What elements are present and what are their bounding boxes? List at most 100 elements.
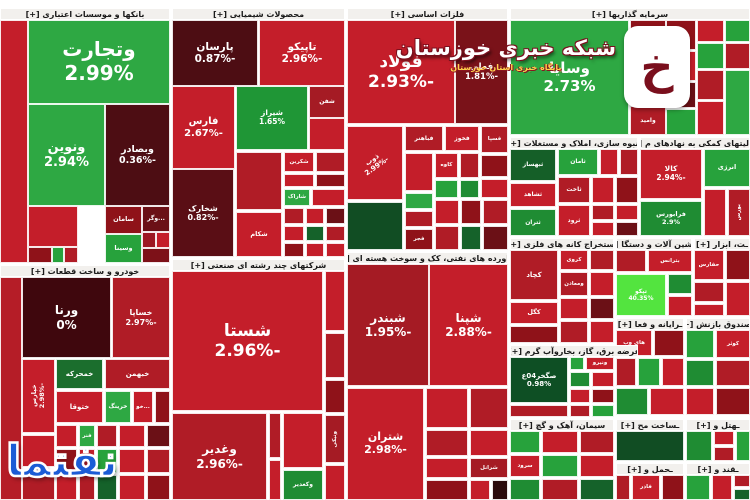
tile[interactable]: [542, 479, 578, 500]
tile[interactable]: [592, 389, 614, 403]
tile[interactable]: [316, 174, 345, 187]
tile-ذوب[interactable]: ذوب -2.99%: [347, 126, 403, 200]
tile-بترانس[interactable]: بترانس: [648, 250, 692, 272]
tile[interactable]: [716, 360, 750, 386]
tile[interactable]: [590, 250, 614, 270]
tile[interactable]: [97, 475, 117, 500]
tile[interactable]: [716, 388, 750, 415]
tile-ونوین[interactable]: ونوین 2.94%: [28, 104, 105, 206]
tile[interactable]: [481, 155, 508, 177]
tile-خبهمن[interactable]: خبهمن: [105, 359, 170, 389]
tile[interactable]: [22, 435, 55, 467]
tile-وامید[interactable]: وامید: [630, 106, 666, 135]
tile[interactable]: [492, 480, 508, 500]
tile[interactable]: [306, 243, 324, 257]
tile[interactable]: [426, 480, 468, 500]
tile[interactable]: [0, 277, 22, 500]
tile[interactable]: [668, 296, 692, 316]
tile-وخارزم[interactable]: وخارزم: [630, 78, 666, 106]
sector-header-18[interactable]: ـحمل و [+]: [616, 463, 684, 475]
tile[interactable]: [570, 357, 584, 370]
tile-کچاد[interactable]: کچاد: [510, 250, 558, 300]
tile[interactable]: [616, 222, 638, 236]
tile[interactable]: [325, 380, 345, 413]
tile[interactable]: [426, 430, 468, 456]
tile-فارس[interactable]: فارس -2.67%: [172, 86, 235, 169]
tile[interactable]: [326, 243, 345, 257]
tile-شیراز[interactable]: شیراز 1.65%: [236, 86, 308, 150]
tile-ورنا[interactable]: ورنا 0%: [22, 277, 111, 358]
tile[interactable]: [309, 118, 345, 150]
tile-انرژی[interactable]: انرژی: [704, 149, 750, 187]
tile[interactable]: [570, 405, 590, 417]
tile-وکغدیر[interactable]: وکغدیر: [283, 470, 323, 500]
tile[interactable]: [694, 304, 724, 316]
tile-شرانل[interactable]: شرانل: [470, 458, 508, 478]
tile-خمحرکه[interactable]: خمحرکه: [56, 359, 103, 389]
tile[interactable]: [616, 388, 648, 415]
tile-سرود[interactable]: سرود: [510, 455, 540, 477]
tile-ومعادن[interactable]: ومعادن: [560, 272, 588, 296]
tile[interactable]: [306, 226, 324, 241]
sector-header-2[interactable]: محصولات شیمیایی [+]: [172, 8, 345, 20]
tile-...وگر[interactable]: ...وگر: [142, 206, 170, 232]
tile[interactable]: [668, 274, 692, 294]
tile[interactable]: [461, 226, 481, 250]
tile[interactable]: [592, 372, 614, 387]
sector-header-17[interactable]: ـهتل و [+]: [686, 419, 750, 431]
tile-تاپیکو[interactable]: تاپیکو -2.96%: [259, 20, 345, 86]
tile[interactable]: [714, 431, 734, 445]
tile[interactable]: [714, 447, 734, 461]
tile-فولاد[interactable]: فولاد -2.93%: [347, 20, 455, 124]
sector-header-10[interactable]: ـماشین آلات و دستگا [+]: [616, 238, 692, 250]
tile[interactable]: [470, 388, 508, 428]
tile[interactable]: [734, 475, 750, 487]
tile[interactable]: [712, 475, 732, 500]
tile[interactable]: [284, 243, 304, 257]
tile[interactable]: [269, 460, 281, 500]
tile[interactable]: [510, 405, 568, 417]
tile[interactable]: [704, 189, 726, 236]
tile-شبندر[interactable]: شبندر -1.95%: [347, 264, 429, 386]
tile[interactable]: [28, 206, 78, 247]
tile-خپارس[interactable]: خپارس -2.98%: [22, 359, 55, 433]
tile-سامان[interactable]: سامان: [105, 206, 142, 234]
tile[interactable]: [697, 101, 724, 135]
tile[interactable]: [725, 70, 750, 135]
tile[interactable]: [697, 20, 724, 42]
tile[interactable]: [460, 153, 479, 178]
tile[interactable]: [147, 425, 170, 447]
tile[interactable]: [0, 20, 28, 263]
tile[interactable]: [510, 326, 558, 343]
sector-header-9[interactable]: استخراج کانه های فلزی [+]: [510, 238, 614, 250]
sector-header-7[interactable]: انبوه سازی، املاک و مستغلات [+]: [510, 137, 638, 149]
sector-header-14[interactable]: عرضه برق، گاز، بخاروآب گرم [+]: [510, 345, 638, 357]
tile[interactable]: [460, 180, 479, 198]
tile-وسایا[interactable]: وسایا 2.73%: [510, 20, 629, 135]
tile[interactable]: [590, 321, 614, 343]
sector-header-3[interactable]: شرکتهای چند رشته ای صنعتی [+]: [172, 259, 345, 271]
tile[interactable]: [79, 449, 95, 473]
tile-شکام[interactable]: شکام: [236, 212, 282, 257]
tile[interactable]: [726, 250, 750, 280]
tile-کاوه[interactable]: کاوه: [435, 153, 458, 178]
tile-ثتران[interactable]: ثتران: [510, 209, 556, 236]
tile[interactable]: [697, 70, 724, 100]
tile[interactable]: [283, 413, 323, 468]
tile-شاراک[interactable]: شاراک: [284, 189, 310, 206]
tile[interactable]: [119, 475, 145, 500]
tile-شکربن[interactable]: شکربن: [284, 152, 314, 172]
tile-فباهنر[interactable]: فباهنر: [405, 126, 443, 151]
tile[interactable]: [79, 475, 95, 500]
sector-header-8[interactable]: فعالیتهای کمکی به نهادهای م [+]: [640, 137, 750, 149]
tile[interactable]: [736, 431, 750, 461]
tile[interactable]: [590, 298, 614, 319]
tile[interactable]: [654, 330, 684, 356]
tile[interactable]: [142, 232, 156, 248]
tile-صگخر04ع[interactable]: صگخر04ع 0.98%: [510, 357, 568, 403]
tile[interactable]: [725, 43, 750, 69]
tile[interactable]: [662, 358, 684, 386]
tile[interactable]: [269, 413, 281, 458]
tile-تپکو[interactable]: تپکو 40.35%: [616, 274, 666, 316]
tile[interactable]: [620, 149, 638, 175]
